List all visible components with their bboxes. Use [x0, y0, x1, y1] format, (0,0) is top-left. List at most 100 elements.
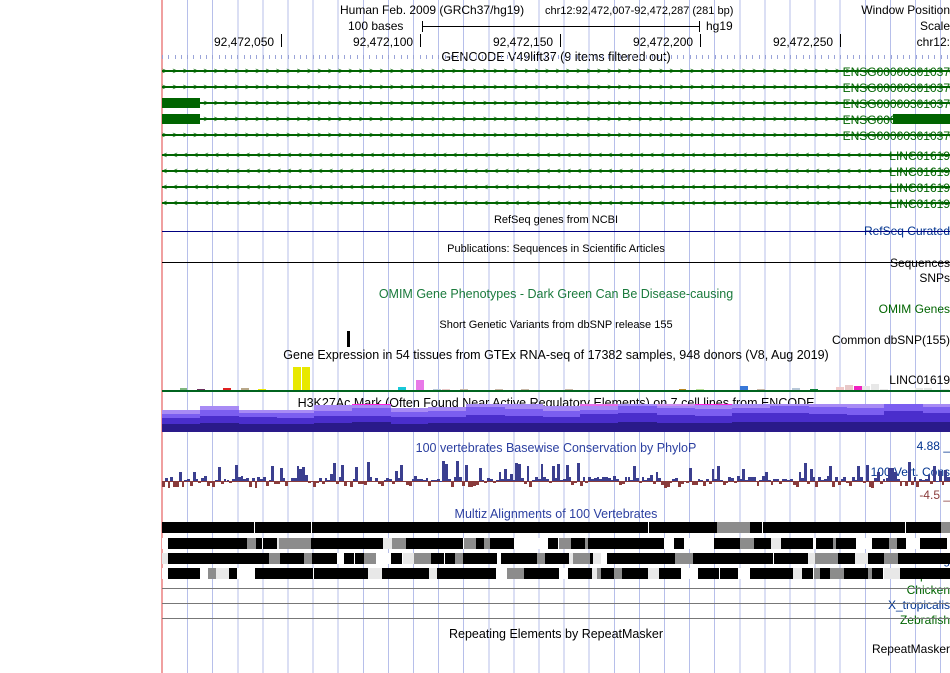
gtex-tissue-bar[interactable]: [739, 385, 748, 391]
gene-exon-block[interactable]: [893, 114, 950, 124]
gtex-tissue-bar[interactable]: [941, 388, 950, 391]
multiz-alignment-block: [619, 538, 637, 549]
gencode-row-label[interactable]: ENSG00000301037: [842, 81, 950, 95]
dbsnp-variant-mark[interactable]: [347, 331, 350, 347]
multiz-alignment-block: [284, 538, 290, 549]
gtex-tissue-bar[interactable]: [564, 388, 573, 391]
multiz-alignment-block: [876, 568, 884, 579]
multiz-alignment-block: [277, 538, 280, 549]
phylop-bar: [563, 478, 566, 481]
gtex-tissue-bar[interactable]: [853, 386, 862, 391]
multiz-alignment-block: [717, 522, 751, 533]
multiz-species-label[interactable]: Chicken: [906, 583, 950, 597]
gencode-gene-row[interactable]: <<<<<<<<<<<<<<<<<<<<<<<<<<<<<<<<<<<<<<<<…: [162, 197, 950, 209]
phylop-bar: [369, 477, 373, 481]
gtex-tissue-bar[interactable]: [223, 387, 232, 391]
gtex-tissue-bar[interactable]: [293, 367, 302, 391]
phylop-bar: [397, 477, 401, 481]
ruler-minor-tick: [224, 55, 226, 59]
multiz-alignment-block: [298, 568, 314, 579]
gencode-row-label[interactable]: LINC01619: [889, 165, 950, 179]
common-dbsnp-label[interactable]: Common dbSNP(155): [831, 333, 950, 347]
multiz-alignment-block: [762, 522, 768, 533]
h3k27ac-signal-segment: [808, 422, 847, 432]
phylop-bar: [857, 465, 861, 481]
phylop-conservation-chart[interactable]: [162, 459, 950, 499]
phylop-bar: [380, 481, 384, 486]
phylop-bar: [896, 478, 900, 481]
gtex-tissue-bar[interactable]: [862, 386, 871, 391]
multiz-alignment-block: [444, 553, 453, 564]
multiz-alignment-block: [844, 568, 862, 579]
omim-genes-label[interactable]: OMIM Genes: [878, 302, 950, 316]
repeatmasker-label[interactable]: RepeatMasker: [871, 642, 950, 656]
multiz-alignment-row[interactable]: [162, 522, 950, 533]
gencode-row-label[interactable]: LINC01619: [889, 149, 950, 163]
gtex-tissue-bar[interactable]: [914, 388, 923, 391]
gtex-tissue-bar[interactable]: [179, 388, 188, 391]
gencode-gene-row[interactable]: >>>>>>>>>>>>>>>>>>>>>>>>>>>>>>>>>>>>>>>>…: [162, 65, 950, 77]
gencode-gene-row[interactable]: >>>>>>>>>>>>>>>>>>>>>>>>>>>>>>>>>>>>>>>>…: [162, 129, 950, 141]
gencode-gene-row[interactable]: >>>>>>>>>>>>>>>>>>>>>>>>>>>>>>>>>>>>>>>>…: [162, 113, 950, 125]
multiz-alignment-block: [925, 538, 934, 549]
snps-label[interactable]: SNPs: [919, 271, 950, 285]
gene-exon-block[interactable]: [162, 98, 200, 108]
ruler-minor-tick: [607, 55, 609, 59]
gtex-tissue-bar[interactable]: [415, 379, 424, 391]
phylop-bar: [316, 481, 320, 484]
multiz-alignment-row[interactable]: [162, 568, 950, 579]
gtex-tissue-bar[interactable]: [197, 388, 205, 391]
gencode-row-label[interactable]: LINC01619: [889, 181, 950, 195]
phylop-max-label: 4.88 _: [916, 439, 950, 453]
phylop-bar: [840, 478, 844, 481]
gtex-tissue-bar[interactable]: [240, 387, 249, 391]
gencode-row-label[interactable]: ENSG00000301037: [842, 97, 950, 111]
gtex-tissue-bar[interactable]: [923, 387, 932, 391]
gtex-tissue-bar[interactable]: [844, 385, 853, 391]
gtex-tissue-bar[interactable]: [442, 388, 451, 391]
gtex-tissue-bar[interactable]: [302, 367, 310, 391]
multiz-alignment-block: [477, 568, 496, 579]
sequences-label[interactable]: Sequences: [889, 256, 950, 270]
gencode-gene-row[interactable]: <<<<<<<<<<<<<<<<<<<<<<<<<<<<<<<<<<<<<<<<…: [162, 181, 950, 193]
phylop-bar: [257, 477, 261, 481]
phylop-bar: [703, 481, 707, 486]
gencode-row-label[interactable]: ENSG00000301037: [842, 65, 950, 79]
gencode-row-label[interactable]: LINC01619: [889, 197, 950, 211]
multiz-alignment-row[interactable]: [162, 538, 950, 549]
multiz-alignment-row[interactable]: [162, 553, 950, 564]
multiz-species-label[interactable]: Zebrafish: [899, 613, 950, 627]
gtex-tissue-bar[interactable]: [836, 386, 845, 391]
ruler-minor-tick: [532, 55, 534, 59]
gencode-gene-row[interactable]: <<<<<<<<<<<<<<<<<<<<<<<<<<<<<<<<<<<<<<<<…: [162, 149, 950, 161]
gencode-gene-row[interactable]: >>>>>>>>>>>>>>>>>>>>>>>>>>>>>>>>>>>>>>>>…: [162, 97, 950, 109]
phylop-bar: [669, 481, 673, 483]
phylop-bar: [551, 465, 555, 481]
multiz-alignment-block: [523, 568, 539, 579]
gtex-tissue-bar[interactable]: [398, 386, 407, 391]
h3k27ac-layered-signal[interactable]: [162, 404, 950, 432]
gtex-tissue-bar[interactable]: [879, 388, 888, 391]
gtex-tissue-bar[interactable]: [871, 383, 880, 391]
ruler-minor-tick: [218, 55, 220, 59]
h3k27ac-signal-segment: [352, 422, 391, 432]
ruler-minor-tick: [231, 55, 233, 59]
multiz-alignment-block: [538, 522, 557, 533]
ruler-minor-tick: [771, 55, 773, 59]
gtex-expression-bar-chart[interactable]: [162, 365, 950, 391]
phylop-bar: [666, 481, 670, 487]
multiz-species-label[interactable]: X_tropicalis: [887, 598, 950, 612]
gtex-tissue-bar[interactable]: [792, 388, 801, 391]
gtex-gene-label[interactable]: LINC01619: [889, 373, 950, 387]
gencode-gene-row[interactable]: >>>>>>>>>>>>>>>>>>>>>>>>>>>>>>>>>>>>>>>>…: [162, 81, 950, 93]
phylop-bar: [442, 461, 446, 481]
multiz-alignment-block: [796, 522, 808, 533]
ruler-minor-tick: [695, 55, 697, 59]
multiz-alignment-block: [855, 553, 869, 564]
gencode-gene-row[interactable]: <<<<<<<<<<<<<<<<<<<<<<<<<<<<<<<<<<<<<<<<…: [162, 165, 950, 177]
gtex-tissue-bar[interactable]: [258, 388, 267, 391]
publications-separator: [162, 262, 950, 263]
gene-exon-block[interactable]: [162, 114, 200, 124]
gencode-row-label[interactable]: ENSG00000301037: [842, 129, 950, 143]
